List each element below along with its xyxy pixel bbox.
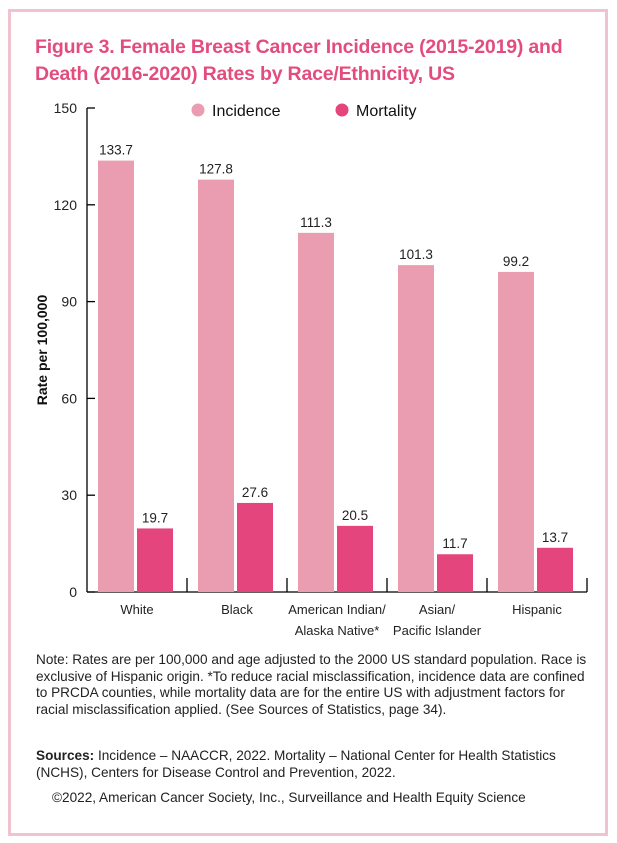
legend-marker-incidence [191,103,205,117]
x-tick-label: American Indian/ [288,602,386,617]
legend-label-mortality: Mortality [356,103,416,120]
y-tick-label: 150 [54,100,78,116]
bar-mortality [137,528,173,592]
chart-sources: Sources: Incidence – NAACCR, 2022. Morta… [36,748,596,781]
x-tick-label: Alaska Native* [295,623,380,638]
bar-incidence [498,271,534,592]
figure-frame [8,9,608,836]
data-label: 111.3 [300,215,332,230]
bar-chart: 0 30 60 90 120 150 Rate per 100,000 133.7 19.7 Wh… [34,100,588,638]
data-label: 20.5 [342,508,368,523]
x-tick-label: Pacific Islander [393,623,482,638]
sources-label: Sources: [36,748,95,763]
data-label: 27.6 [242,485,268,500]
sources-text: Incidence – NAACCR, 2022. Mortality – Na… [36,748,556,780]
bar-incidence [98,160,134,592]
data-label: 99.2 [503,254,529,269]
x-tick-label: Hispanic [512,602,562,617]
bar-mortality [237,502,273,592]
y-tick-label: 60 [61,390,77,406]
data-label: 127.8 [199,162,233,177]
bar-incidence [398,265,434,592]
chart-title: Figure 3. Female Breast Cancer Incidence… [35,36,563,85]
chart-note: Note: Rates are per 100,000 and age adju… [36,652,587,717]
y-tick-label: 30 [61,487,77,503]
y-tick-label: 90 [61,294,77,310]
bar-mortality [537,547,573,592]
data-label: 133.7 [99,143,133,158]
y-axis-label: Rate per 100,000 [34,295,50,406]
legend-marker-mortality [335,103,349,117]
bar-incidence [298,232,334,592]
y-tick-label: 0 [69,584,77,600]
y-tick-label: 120 [54,197,78,213]
data-label: 13.7 [542,530,568,545]
x-tick-label: Asian/ [419,602,456,617]
data-label: 11.7 [442,536,467,551]
copyright: ©2022, American Cancer Society, Inc., Su… [52,790,526,805]
data-label: 101.3 [399,247,433,262]
data-label: 19.7 [142,510,168,525]
x-tick-label: White [120,602,153,617]
legend-label-incidence: Incidence [212,103,281,120]
bar-incidence [198,179,234,592]
bar-mortality [337,525,373,592]
bar-mortality [437,554,473,592]
x-tick-label: Black [221,602,253,617]
